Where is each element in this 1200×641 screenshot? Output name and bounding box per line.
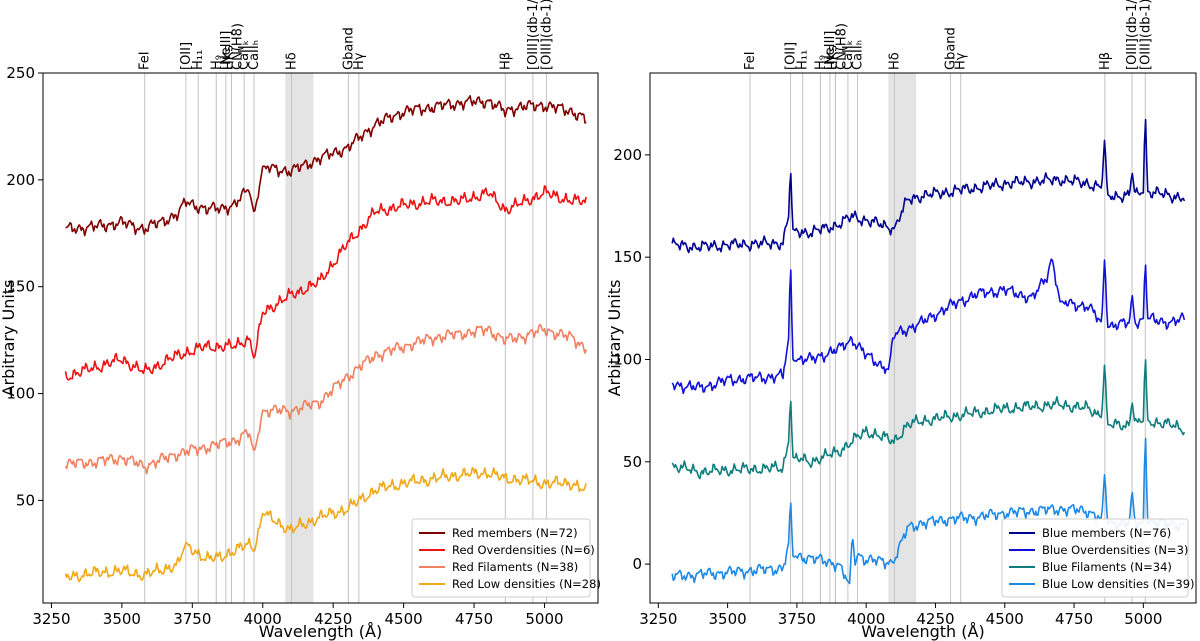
spectral-line-label: H₁₁: [191, 50, 206, 70]
x-tick-label: 4250: [916, 610, 954, 628]
y-tick-label: 100: [613, 350, 642, 368]
y-tick-label: 50: [623, 453, 642, 471]
y-tick-label: 0: [632, 555, 642, 573]
spectral-line-label: [OII]: [784, 42, 799, 70]
legend-entry: Red Overdensities (N=6): [452, 543, 595, 557]
spectral-line-label: CN(H8): [834, 23, 849, 70]
spectral-line-label: FeI: [138, 51, 153, 70]
x-tick-label: 5000: [525, 610, 563, 628]
spectral-line-label: [OIII](db-1): [1138, 0, 1153, 70]
series-line: [64, 466, 587, 583]
spectral-line-label: Hγ: [954, 52, 969, 70]
axes-frame: [649, 72, 1197, 604]
legend-entry: Blue Filaments (N=34): [1042, 560, 1172, 574]
series-line: [671, 437, 1185, 585]
series-line: [671, 359, 1186, 480]
spectral-line-label: Gband: [341, 27, 356, 70]
spectral-line-label: CaIIₖ: [841, 40, 856, 70]
x-tick-label: 3250: [32, 610, 70, 628]
y-tick-label: 100: [6, 385, 35, 403]
spectral-line-label: [NeIII]: [823, 31, 838, 70]
spectral-line-label: CN(H8): [230, 23, 245, 70]
x-tick-label: 4750: [455, 610, 493, 628]
spectral-line-label: Gband: [943, 27, 958, 70]
spectral-line-label: [OIII](db-1): [539, 0, 554, 70]
series-line: [671, 258, 1186, 395]
series-line: [65, 95, 587, 237]
spectral-line-label: H₉: [813, 55, 828, 70]
y-tick-label: 250: [6, 64, 35, 82]
spectral-line-label: Hγ: [352, 52, 367, 70]
y-tick-label: 200: [613, 146, 642, 164]
spectral-line-label: Hβ: [498, 52, 513, 70]
spectral-line-label: [NeIII]: [219, 31, 234, 70]
legend: Red members (N=72) Red Overdensities (N=6…: [411, 518, 601, 598]
legend-entry: Red members (N=72): [452, 526, 578, 540]
spectral-line-label: [OIII](db-1/3): [526, 0, 541, 70]
y-tick-label: 150: [613, 248, 642, 266]
spectral-line-label: HKs: [221, 45, 236, 70]
x-tick-label: 4000: [847, 610, 885, 628]
x-tick-label: 4750: [1055, 610, 1093, 628]
spectral-line-label: CaIIₕ: [247, 40, 262, 70]
spectral-line-label: H₉: [209, 55, 224, 70]
x-tick-label: 4000: [244, 610, 282, 628]
y-tick-label: 150: [6, 278, 35, 296]
spectral-line-label: [OIII](db-1/3): [1125, 0, 1140, 70]
spectral-line-label: CaIIₕ: [851, 40, 866, 70]
x-tick-label: 4250: [314, 610, 352, 628]
spectral-line-label: Hδ: [887, 52, 902, 70]
spectral-line-label: Hβ: [1098, 52, 1113, 70]
x-axis-label: Wavelength (Å): [259, 622, 382, 641]
axes-frame: [42, 72, 599, 604]
spectral-line-label: H₁₁: [796, 50, 811, 70]
legend-entry: Blue members (N=76): [1042, 526, 1171, 540]
shaded-band: [285, 73, 314, 603]
x-tick-label: 3750: [173, 610, 211, 628]
y-axis-label: Arbitrary Units: [0, 280, 18, 397]
spectral-line-label: [OII]: [179, 42, 194, 70]
x-tick-label: 3500: [103, 610, 141, 628]
x-tick-label: 3750: [778, 610, 816, 628]
series-line: [64, 185, 587, 381]
legend-entry: Blue Low densities (N=39): [1042, 577, 1195, 591]
x-tick-label: 4500: [385, 610, 423, 628]
x-tick-label: 5000: [1124, 610, 1162, 628]
legend-box: [411, 518, 591, 598]
spectral-line-label: CaIIₖ: [237, 40, 252, 70]
legend: Blue members (N=76) Blue Overdensities (N…: [1001, 518, 1195, 598]
y-tick-label: 50: [16, 491, 35, 509]
x-tick-label: 4500: [986, 610, 1024, 628]
legend-box: [1001, 518, 1189, 598]
y-tick-label: 200: [6, 171, 35, 189]
x-axis-label: Wavelength (Å): [861, 622, 984, 641]
legend-entry: Red Low densities (N=28): [452, 577, 601, 591]
spectral-line-label: HKs: [825, 45, 840, 70]
x-tick-label: 3500: [709, 610, 747, 628]
spectral-line-label: Hδ: [284, 52, 299, 70]
y-axis-label: Arbitrary Units: [605, 280, 624, 397]
spectral-line-label: FeI: [743, 51, 758, 70]
legend-entry: Red Filaments (N=38): [452, 560, 578, 574]
series-line: [671, 118, 1186, 254]
legend-entry: Blue Overdensities (N=3): [1042, 543, 1188, 557]
series-line: [64, 323, 587, 475]
x-tick-label: 3250: [639, 610, 677, 628]
